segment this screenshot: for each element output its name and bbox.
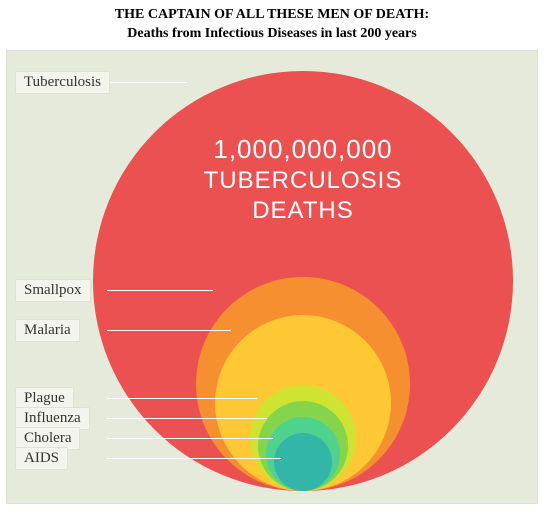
title-line-2: Deaths from Infectious Diseases in last … — [10, 25, 534, 44]
leader-malaria — [107, 330, 231, 331]
label-aids: AIDS — [15, 447, 68, 470]
leader-tuberculosis — [107, 82, 187, 83]
leader-influenza — [107, 418, 267, 419]
center-label-1: TUBERCULOSIS — [173, 166, 433, 196]
circle-aids — [274, 433, 332, 491]
leader-plague — [107, 398, 257, 399]
label-smallpox: Smallpox — [15, 279, 91, 302]
header: THE CAPTAIN OF ALL THESE MEN OF DEATH: D… — [0, 0, 544, 48]
infographic-root: THE CAPTAIN OF ALL THESE MEN OF DEATH: D… — [0, 0, 544, 510]
leader-cholera — [107, 438, 273, 439]
center-label-2: DEATHS — [173, 196, 433, 226]
label-malaria: Malaria — [15, 319, 80, 342]
leader-smallpox — [107, 290, 213, 291]
chart-panel: 1,000,000,000 TUBERCULOSIS DEATHS Tuberc… — [6, 50, 538, 504]
center-number: 1,000,000,000 — [173, 133, 433, 166]
label-tuberculosis: Tuberculosis — [15, 71, 110, 94]
leader-aids — [107, 458, 281, 459]
center-callout: 1,000,000,000 TUBERCULOSIS DEATHS — [173, 133, 433, 226]
title-line-1: THE CAPTAIN OF ALL THESE MEN OF DEATH: — [10, 6, 534, 25]
